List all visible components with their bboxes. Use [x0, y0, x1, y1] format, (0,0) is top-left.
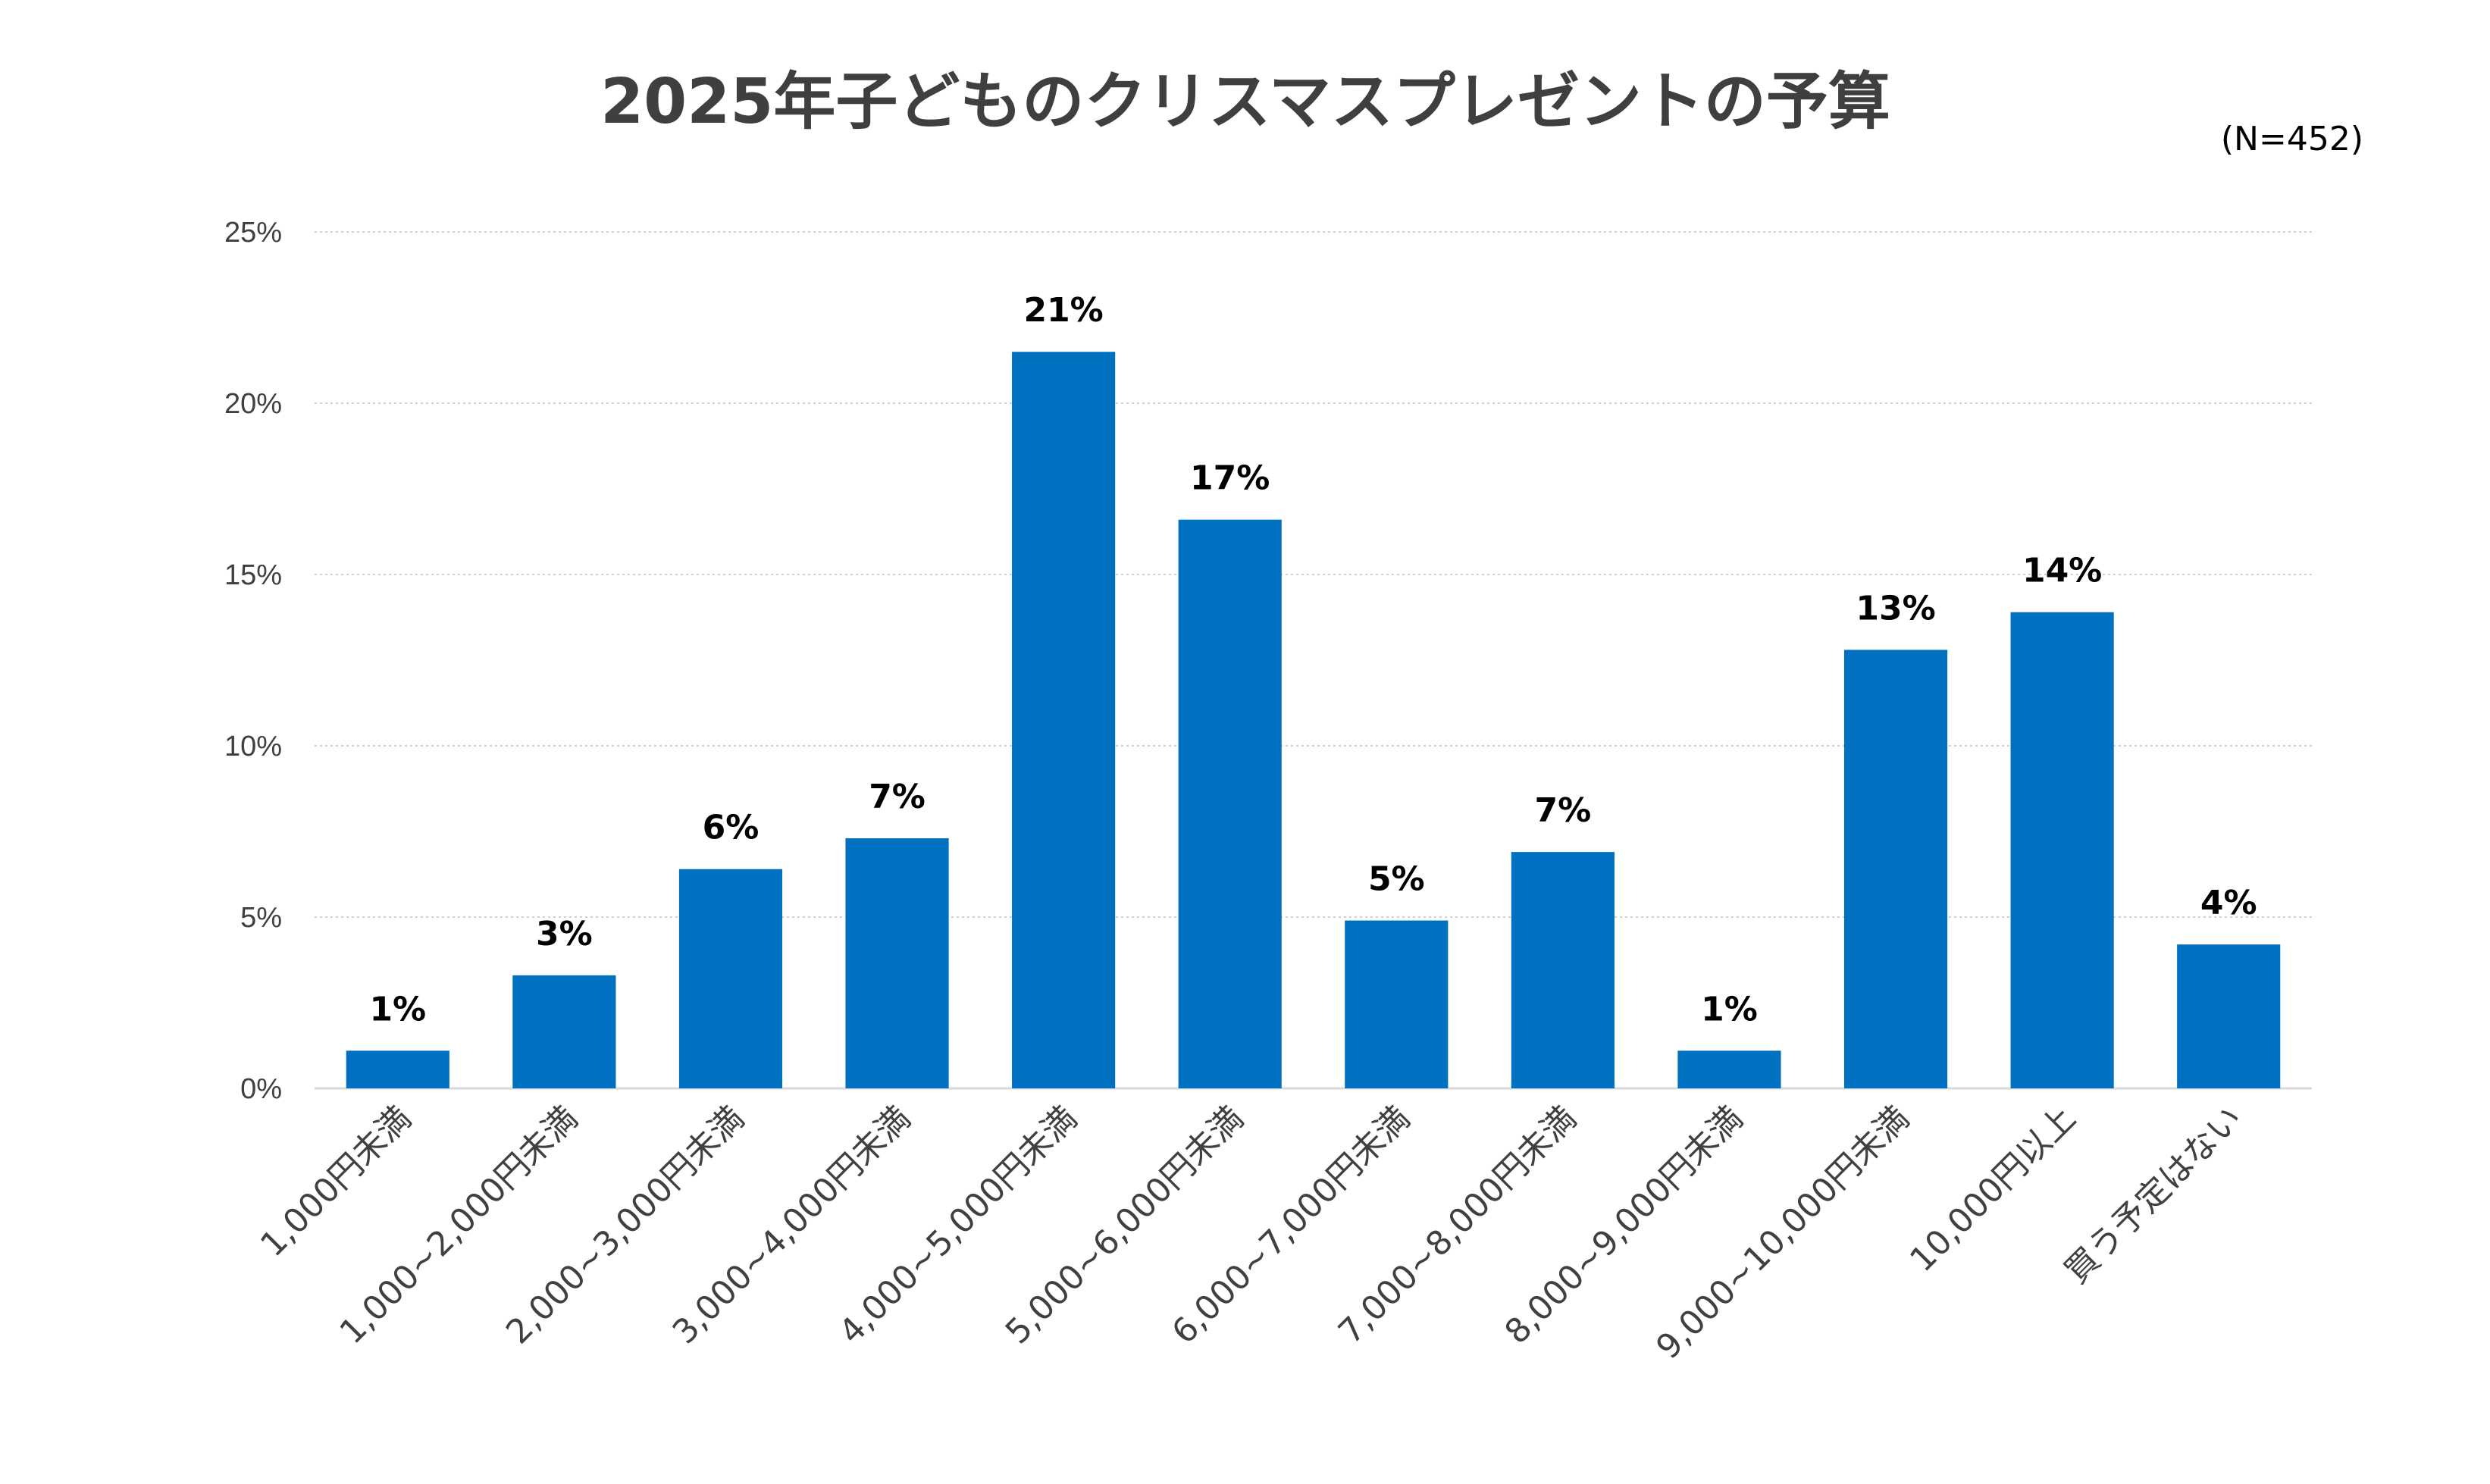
data-label: 5% [1368, 860, 1425, 899]
data-label: 4% [2200, 884, 2257, 922]
bar [346, 1050, 449, 1088]
bar-layer [346, 352, 2281, 1088]
sample-size-label: (N=452) [2221, 120, 2363, 158]
data-label: 3% [536, 915, 593, 953]
bar [1843, 650, 1948, 1088]
y-tick-label: 5% [240, 902, 282, 934]
data-label-layer: 1% 3% 6% 7% 21% 17% 5% 7% 1% 13% 14% 4% [369, 291, 2257, 1028]
y-tick-label: 10% [224, 731, 282, 762]
data-label: 6% [703, 809, 760, 847]
chart-title: 2025年子どものクリスマスプレゼントの予算 [600, 66, 1890, 138]
data-label: 17% [1190, 459, 1270, 498]
data-label: 7% [869, 778, 926, 816]
y-tick-label: 15% [224, 559, 282, 591]
bar [678, 869, 783, 1088]
bar [2177, 944, 2281, 1088]
data-label: 1% [1701, 990, 1758, 1028]
data-label: 14% [2022, 552, 2102, 590]
bar [1677, 1050, 1781, 1088]
bar [1178, 519, 1282, 1088]
bar [1012, 352, 1116, 1088]
grid-layer [315, 231, 2312, 1090]
bar [512, 975, 616, 1088]
y-tick-label: 0% [240, 1073, 282, 1105]
data-label: 7% [1535, 791, 1592, 830]
data-label: 13% [1856, 589, 1935, 628]
data-label: 21% [1023, 291, 1103, 330]
bar [2010, 612, 2114, 1088]
bar [845, 838, 949, 1088]
y-axis-tick-layer: 0% 5% 10% 15% 20% 25% [224, 217, 282, 1105]
bar [1345, 920, 1449, 1088]
bar [1511, 852, 1615, 1088]
data-label: 1% [369, 990, 426, 1028]
y-tick-label: 20% [224, 388, 282, 420]
y-tick-label: 25% [224, 217, 282, 249]
